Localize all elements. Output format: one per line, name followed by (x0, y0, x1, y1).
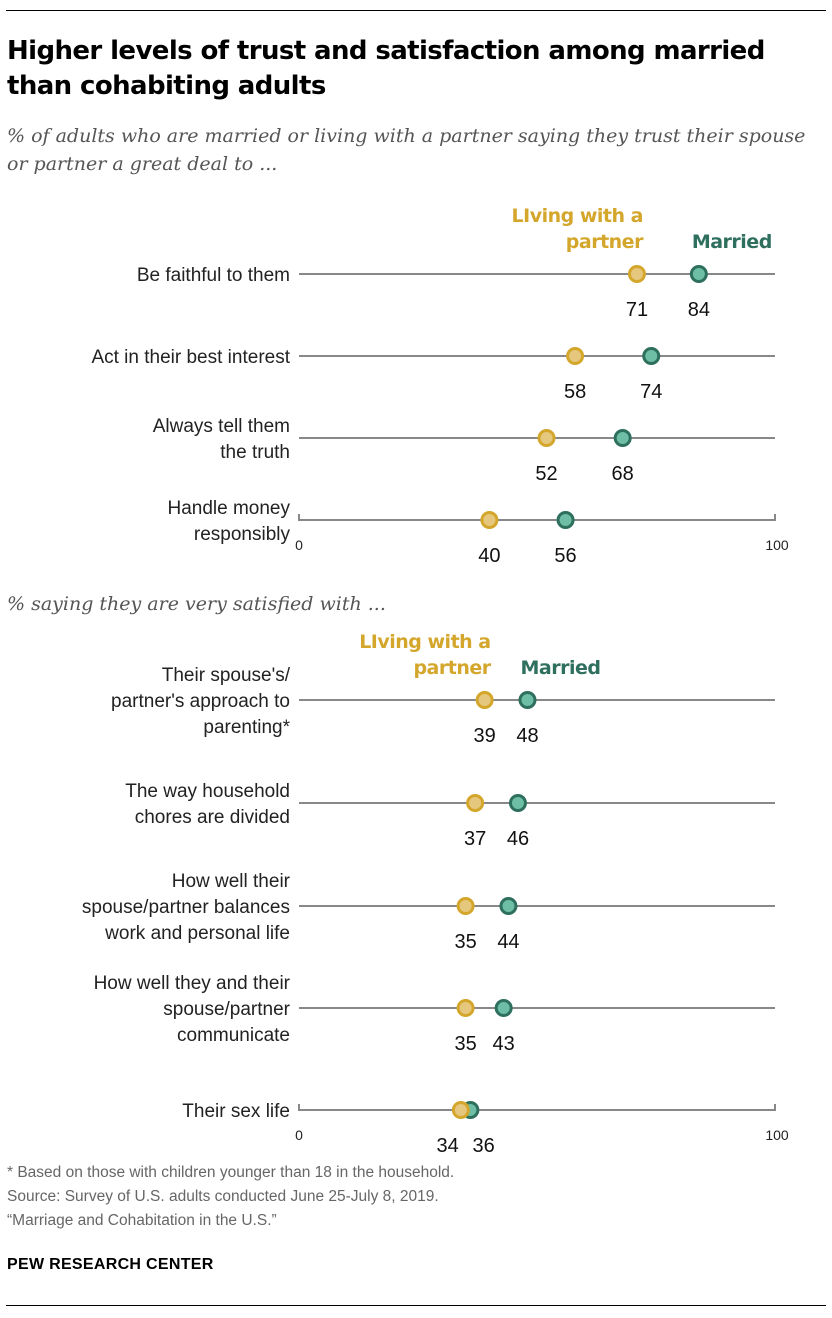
pew-logo-text: PEW RESEARCH CENTER (7, 1256, 214, 1273)
legend-married: Married (692, 231, 772, 253)
married-value-label: 74 (640, 381, 662, 403)
married-value-label: 48 (516, 725, 538, 747)
legend-married: Married (520, 657, 600, 679)
report-note: “Marriage and Cohabitation in the U.S.” (7, 1212, 277, 1229)
cohabiting-dot (566, 347, 585, 365)
subtitle-trust: % of adults who are married or living wi… (7, 125, 806, 175)
top-rule (6, 10, 826, 11)
category-label: Their sex life (182, 1101, 290, 1122)
cohabiting-dot (451, 1101, 470, 1119)
married-dot (518, 691, 537, 709)
category-label: The way household (125, 781, 290, 802)
married-value-label: 44 (497, 931, 519, 953)
bottom-rule (6, 1305, 826, 1306)
category-label: spouse/partner balances (82, 897, 290, 918)
category-label: partner's approach to (111, 691, 290, 712)
married-dot (642, 347, 661, 365)
cohabiting-dot (480, 511, 499, 529)
category-label: Act in their best interest (91, 347, 290, 368)
category-label: spouse/partner (163, 999, 290, 1020)
legend-cohabiting: LIving with a (359, 631, 490, 653)
cohabiting-value-label: 52 (535, 463, 557, 485)
married-dot (508, 794, 527, 812)
category-label: Always tell them (153, 416, 290, 437)
category-label: chores are divided (135, 807, 290, 828)
category-label: the truth (220, 442, 290, 463)
cohabiting-value-label: 35 (454, 1033, 476, 1055)
married-dot (499, 897, 518, 915)
married-dot (556, 511, 575, 529)
category-label: responsibly (194, 524, 291, 545)
legend-cohabiting: partner (413, 657, 491, 679)
cohabiting-dot (537, 429, 556, 447)
cohabiting-dot (475, 691, 494, 709)
cohabiting-value-label: 34 (436, 1135, 458, 1157)
tick-label: 0 (295, 1127, 303, 1143)
cohabiting-value-label: 37 (464, 828, 486, 850)
source-note: Source: Survey of U.S. adults conducted … (7, 1188, 439, 1205)
married-value-label: 46 (507, 828, 529, 850)
married-dot (494, 999, 513, 1017)
cohabiting-value-label: 58 (564, 381, 586, 403)
cohabiting-dot (456, 897, 475, 915)
category-label: Their spouse's/ (162, 665, 291, 686)
cohabiting-dot (456, 999, 475, 1017)
cohabiting-value-label: 39 (474, 725, 496, 747)
category-label: Handle money (167, 498, 290, 519)
footnote: * Based on those with children younger t… (7, 1164, 455, 1181)
tick-label: 0 (295, 537, 303, 553)
married-value-label: 43 (493, 1033, 515, 1055)
category-label: Be faithful to them (137, 265, 290, 286)
married-dot (689, 265, 708, 283)
category-label: How well their (172, 871, 291, 892)
cohabiting-value-label: 35 (454, 931, 476, 953)
category-label: How well they and their (94, 973, 291, 994)
cohabiting-value-label: 71 (626, 299, 648, 321)
tick-label: 100 (765, 537, 789, 553)
cohabiting-dot (466, 794, 485, 812)
category-label: communicate (177, 1025, 290, 1046)
subtitle-satisfaction: % saying they are very satisfied with ..… (7, 593, 386, 615)
cohabiting-value-label: 40 (478, 545, 500, 567)
legend-cohabiting: LIving with a (512, 205, 643, 227)
category-label: parenting* (203, 717, 290, 738)
legend-cohabiting: partner (566, 231, 644, 253)
married-value-label: 68 (612, 463, 634, 485)
married-value-label: 36 (472, 1135, 494, 1157)
cohabiting-dot (627, 265, 646, 283)
chart-title: Higher levels of trust and satisfaction … (7, 36, 765, 101)
category-label: work and personal life (104, 923, 290, 944)
married-dot (613, 429, 632, 447)
married-value-label: 56 (554, 545, 576, 567)
married-value-label: 84 (688, 299, 710, 321)
tick-label: 100 (765, 1127, 789, 1143)
